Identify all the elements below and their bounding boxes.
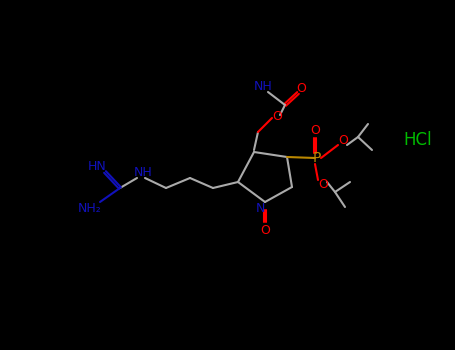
Text: NH: NH [253,80,273,93]
Text: NH: NH [134,166,152,178]
Text: O: O [272,110,282,122]
Text: HCl: HCl [404,131,432,149]
Text: O: O [318,178,328,191]
Text: O: O [296,82,306,95]
Text: P: P [313,151,321,165]
Text: NH₂: NH₂ [78,202,102,215]
Text: O: O [310,124,320,136]
Text: HN: HN [88,160,106,173]
Text: O: O [260,224,270,237]
Text: O: O [338,134,348,147]
Text: N: N [255,202,265,215]
